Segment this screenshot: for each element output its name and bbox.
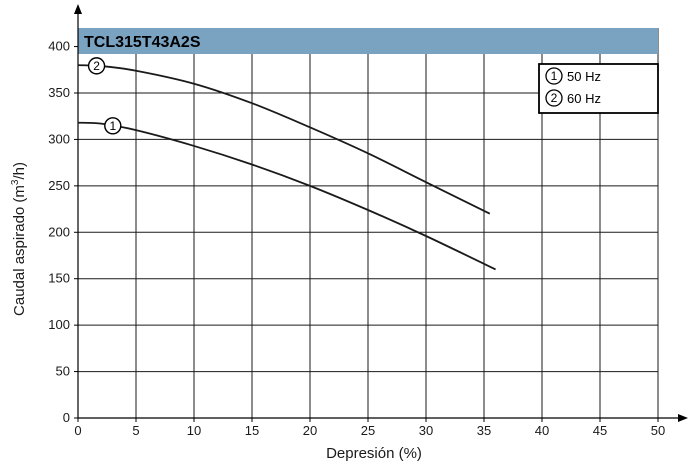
x-axis-arrow xyxy=(678,414,688,422)
legend: 1 50 Hz 2 60 Hz xyxy=(538,63,659,114)
y-axis-label: Caudal aspirado (m3/h) xyxy=(10,162,28,316)
y-tick-labels: 0 50 100 150 200 250 300 350 400 xyxy=(48,39,70,425)
series-marker-label: 2 xyxy=(93,59,100,73)
y-tick-label: 100 xyxy=(48,317,70,332)
axes xyxy=(74,4,688,422)
series-marker-circle xyxy=(87,57,106,75)
x-tick-label: 50 xyxy=(651,423,665,438)
x-axis-label: Depresión (%) xyxy=(326,445,422,462)
y-axis-arrow xyxy=(74,4,82,14)
series-marker-circle xyxy=(104,117,122,135)
x-tick-label: 30 xyxy=(419,423,433,438)
legend-entry-label: 50 Hz xyxy=(567,69,601,84)
y-tick-label: 300 xyxy=(48,131,70,146)
chart-title: TCL315T43A2S xyxy=(84,34,201,51)
x-tick-label: 40 xyxy=(535,423,549,438)
x-tick-label: 15 xyxy=(245,423,259,438)
x-tick-label: 25 xyxy=(361,423,375,438)
y-tick-label: 350 xyxy=(48,85,70,100)
legend-marker-circle xyxy=(545,89,563,107)
y-axis-label-sup: 3 xyxy=(10,179,21,185)
y-tick-label: 150 xyxy=(48,271,70,286)
series-line xyxy=(77,121,496,271)
y-tick-label: 0 xyxy=(63,410,70,425)
legend-marker-label: 2 xyxy=(551,91,558,105)
y-tick-label: 400 xyxy=(48,39,70,54)
x-tick-label: 20 xyxy=(303,423,317,438)
y-axis-label-end: /h) xyxy=(11,162,28,180)
series: 12 xyxy=(77,57,496,271)
series-line xyxy=(77,64,491,215)
y-tick-label: 200 xyxy=(48,224,70,239)
legend-marker-label: 1 xyxy=(551,69,558,83)
x-tick-label: 10 xyxy=(187,423,201,438)
title-band: TCL315T43A2S xyxy=(78,28,658,54)
x-tick-labels: 0 5 10 15 20 25 30 35 40 45 50 xyxy=(74,423,665,438)
x-tick-label: 45 xyxy=(593,423,607,438)
y-tick-label: 250 xyxy=(48,178,70,193)
legend-entry-label: 60 Hz xyxy=(567,91,601,106)
y-tick-label: 50 xyxy=(56,364,70,379)
x-tick-label: 0 xyxy=(74,423,81,438)
x-tick-label: 35 xyxy=(477,423,491,438)
title-band-rect xyxy=(78,28,658,54)
x-tick-label: 5 xyxy=(132,423,139,438)
y-axis-label-main: Caudal aspirado (m xyxy=(11,185,28,316)
series-marker-label: 1 xyxy=(109,119,116,133)
legend-marker-circle xyxy=(545,67,563,85)
